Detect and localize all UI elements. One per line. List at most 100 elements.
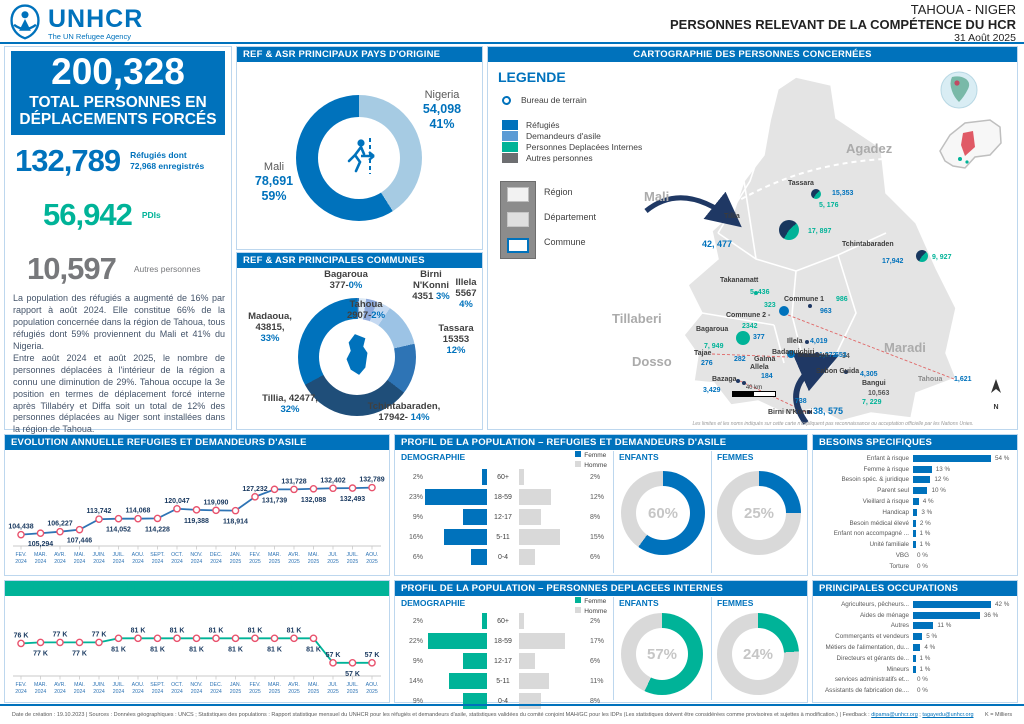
communes-panel-title: REF & ASR PRINCIPALES COMMUNES — [237, 253, 482, 268]
idp-evolution-line-chart: 76 K 77 K 77 K 77 K 77 K 81 K 81 K 81 K 81 K 81 K… — [13, 627, 381, 695]
svg-text:AVR.: AVR. — [54, 552, 66, 558]
pyramid-row: 23% 18-59 12% — [399, 487, 613, 507]
svg-text:2025: 2025 — [269, 559, 281, 565]
svg-text:81 K: 81 K — [228, 646, 243, 653]
svg-text:2024: 2024 — [15, 559, 27, 565]
svg-text:DEC.: DEC. — [210, 682, 222, 688]
svg-text:2024: 2024 — [210, 689, 222, 695]
communes-donut-labels: Bagaroua 377-0% Birni N'Konni 4351 3% Illela 5… — [237, 269, 482, 429]
svg-text:SEPT.: SEPT. — [150, 682, 164, 688]
svg-text:AOU.: AOU. — [366, 552, 379, 558]
male-legend-label: Homme — [584, 461, 607, 469]
bar-row: Parent seul 10 % — [877, 487, 946, 495]
map-location-dot — [808, 304, 812, 308]
svg-text:2024: 2024 — [132, 559, 144, 565]
svg-text:107,446: 107,446 — [67, 538, 92, 545]
key-figures-panel: 200,328 TOTAL PERSONNES EN DÉPLACEMENTS … — [4, 46, 232, 434]
map-site-label: Galma — [754, 356, 776, 363]
feedback-email-1[interactable]: dipama@unhcr.org — [871, 712, 918, 718]
section-divider — [613, 451, 614, 573]
svg-text:114,228: 114,228 — [145, 526, 170, 533]
donut-label: Nigeria 54,098 41% — [422, 89, 462, 131]
svg-text:81 K: 81 K — [111, 646, 126, 653]
demography-section-title: DEMOGRAPHIE — [401, 598, 466, 608]
svg-text:131,728: 131,728 — [281, 478, 306, 485]
svg-text:114,052: 114,052 — [106, 527, 131, 534]
map-location-dot — [736, 379, 740, 383]
pyramid-row: 16% 5-11 15% — [399, 527, 613, 547]
svg-text:81 K: 81 K — [150, 646, 165, 653]
pyramid-row: 9% 12-17 6% — [399, 651, 613, 671]
svg-text:77 K: 77 K — [33, 650, 48, 657]
map-scale-bar: 40 km — [732, 385, 776, 397]
svg-text:MAR.: MAR. — [34, 552, 47, 558]
donut-label: Tassara 15353 12% — [438, 323, 474, 357]
legend-swatch-icon — [502, 130, 518, 141]
bar-row: Agriculteurs, pêcheurs... 42 % — [841, 600, 1010, 608]
svg-text:FEV.: FEV. — [249, 552, 260, 558]
donut-label: Tchintabaraden, 17942- 14% — [367, 401, 441, 424]
others-stat: 10,597 Autres personnes — [15, 251, 227, 287]
map-location-dot — [736, 331, 750, 345]
refugees-stat: 132,789 Réfugiés dont 72,968 enregistrés — [15, 143, 227, 179]
idps-stat: 56,942 PDIs — [15, 197, 227, 233]
legend-swatch-icon — [502, 152, 518, 163]
map-site-label: 5, 176 — [819, 202, 839, 209]
others-value: 10,597 — [27, 251, 117, 286]
map-site-label: Commune 2 - — [726, 312, 771, 319]
children-section-title: ENFANTS — [619, 452, 659, 462]
svg-text:JUIL.: JUIL. — [112, 552, 124, 558]
pyramid-row: 2% 60+ 2% — [399, 611, 613, 631]
idp-evolution-title: EVOLUTION ANNUELLE PERSONNES DEPLACEES I… — [5, 581, 389, 596]
svg-text:JUIL.: JUIL. — [112, 682, 124, 688]
map-site-label: Tassara — [788, 180, 814, 187]
map-location-dot — [807, 410, 811, 414]
map-site-label: 17,942 — [882, 258, 904, 265]
north-arrow-icon: N — [990, 379, 1002, 411]
svg-text:2024: 2024 — [152, 689, 164, 695]
donut-label: Tahoua 2907-2% — [346, 299, 386, 322]
svg-text:2025: 2025 — [366, 559, 378, 565]
map-site-label: 738 — [795, 398, 807, 405]
demography-section-title: DEMOGRAPHIE — [401, 452, 466, 462]
footer: Date de création : 19.10.2023 | Sources … — [0, 712, 1024, 718]
pyramid-row: 9% 0-4 8% — [399, 691, 613, 711]
total-displaced-value: 200,328 — [51, 51, 185, 92]
refugees-profile-body: DEMOGRAPHIE Femme Homme 2% 60+ 2% 23% 18-59 1… — [395, 449, 807, 575]
map-site-label: 5, 436 — [750, 289, 770, 296]
map-site-label: 15,353 — [832, 190, 854, 197]
map-site-label: Takanamatt — [720, 277, 759, 284]
svg-text:SEPT.: SEPT. — [150, 552, 164, 558]
refugees-label-2: 72,968 enregistrés — [130, 161, 205, 171]
svg-text:106,227: 106,227 — [47, 521, 72, 528]
svg-text:2025: 2025 — [308, 559, 320, 565]
female-legend-label: Femme — [584, 452, 607, 459]
map-site-label: 4,305 — [860, 371, 878, 378]
feedback-email-2[interactable]: tagayedu@unhcr.org — [922, 712, 974, 718]
footer-divider — [0, 704, 1024, 706]
section-divider — [711, 451, 712, 573]
origin-donut-chart — [296, 95, 422, 221]
map-location-dot — [779, 306, 789, 316]
neighbor-region-label: Tillaberi — [612, 311, 662, 326]
svg-text:JUIL.: JUIL. — [346, 552, 358, 558]
svg-text:2024: 2024 — [93, 559, 105, 565]
svg-text:2025: 2025 — [308, 689, 320, 695]
refugees-women-donut: 25% — [717, 471, 801, 555]
map-site-label: Commune 1 — [784, 296, 825, 303]
map-site-label: Tillia — [724, 213, 740, 220]
svg-text:119,388: 119,388 — [184, 518, 209, 525]
map-location-dot — [754, 291, 758, 295]
map-site-label: 986 — [836, 296, 848, 303]
svg-text:FEV.: FEV. — [15, 552, 26, 558]
map-site-label: Bangui — [862, 380, 886, 387]
svg-text:FEV.: FEV. — [249, 682, 260, 688]
svg-text:FEV.: FEV. — [15, 682, 26, 688]
svg-text:2024: 2024 — [35, 689, 47, 695]
map-site-label: Tchintabaraden — [842, 241, 894, 248]
tahoua-region-map — [644, 76, 957, 425]
admin-nested-boxes — [500, 181, 536, 259]
svg-text:MAI.: MAI. — [74, 552, 85, 558]
map-panel-title: CARTOGRAPHIE DES PERSONNES CONCERNÉES — [488, 47, 1017, 62]
